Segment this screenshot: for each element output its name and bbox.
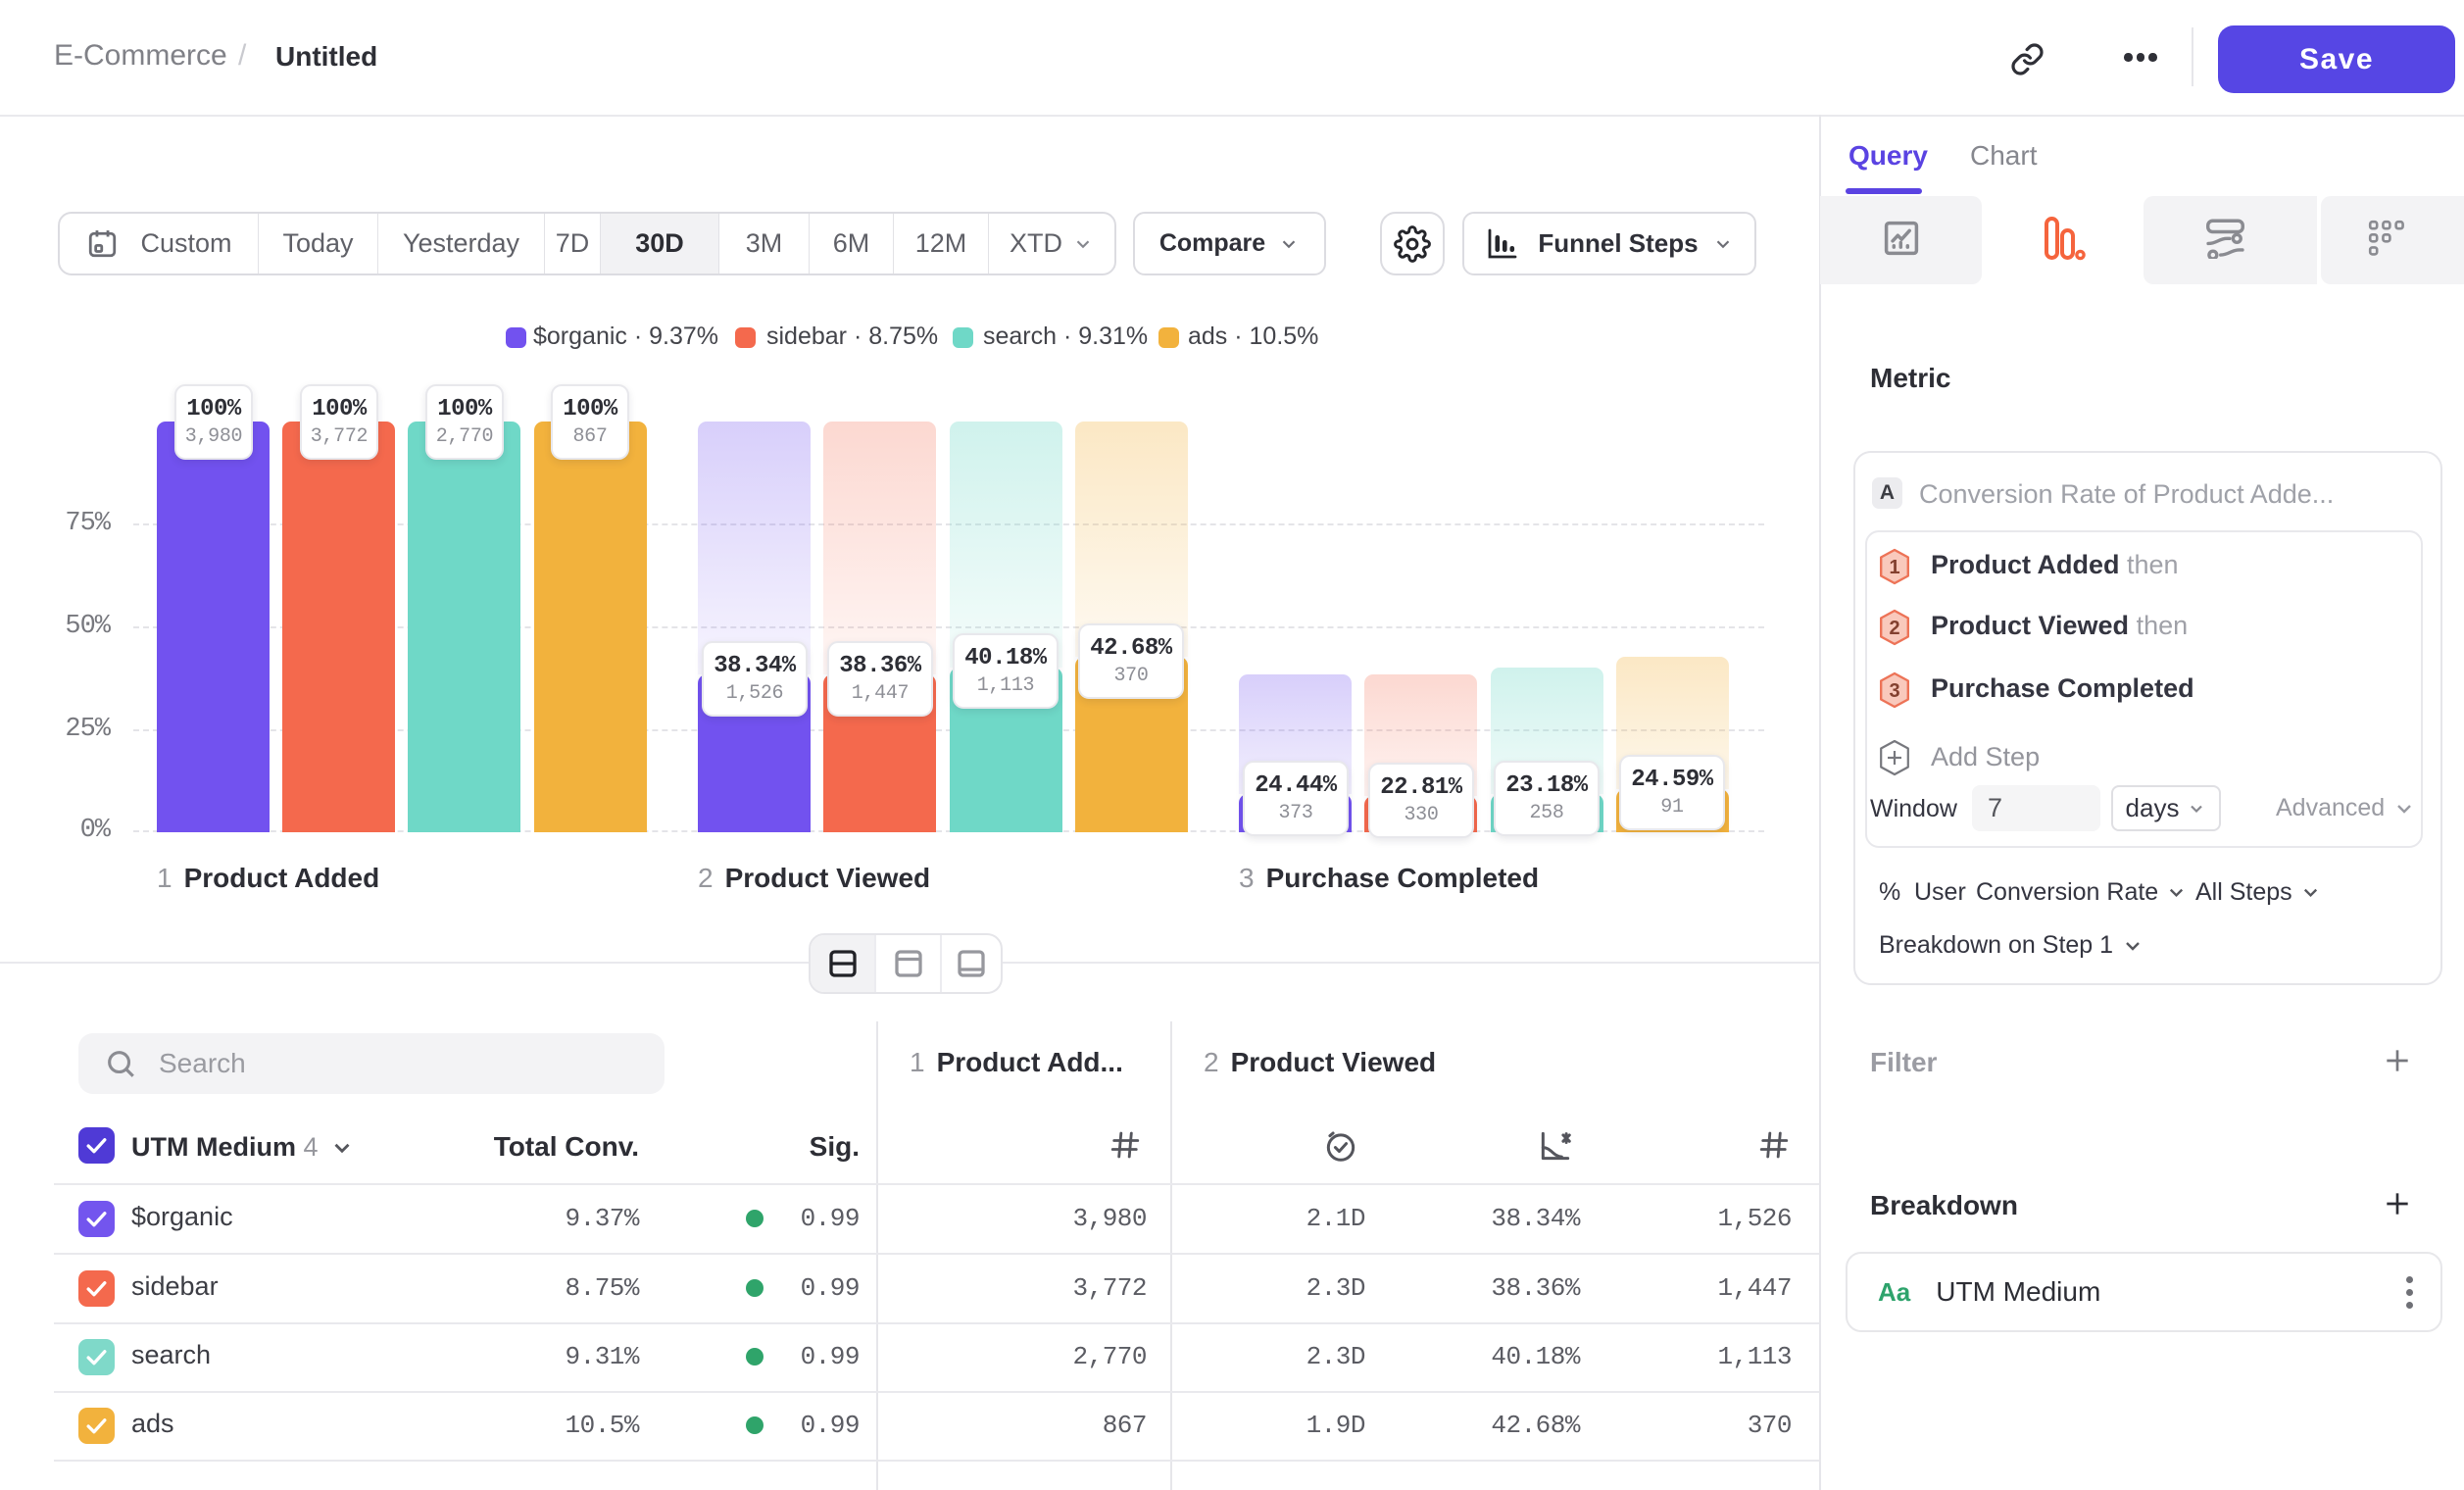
svg-text:2: 2 xyxy=(1889,618,1899,639)
svg-text:3: 3 xyxy=(1889,680,1899,702)
svg-text:1: 1 xyxy=(1889,557,1899,578)
